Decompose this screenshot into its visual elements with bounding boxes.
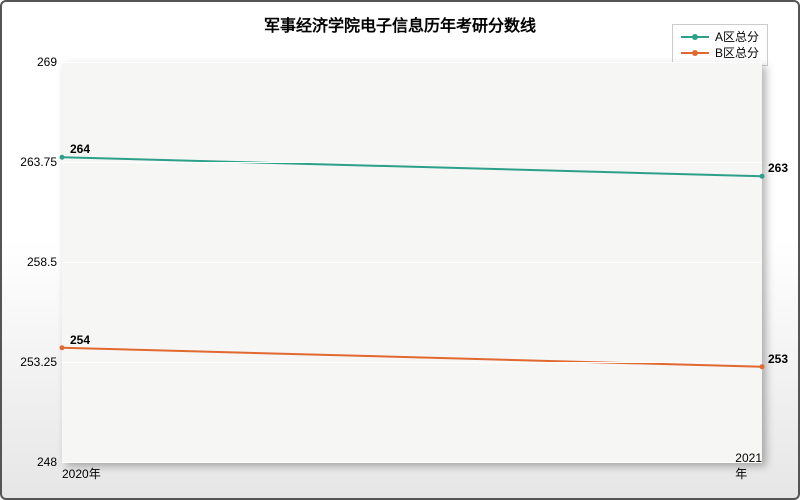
gridline: [62, 162, 762, 163]
gridline: [62, 62, 762, 63]
y-tick-label: 253.25: [7, 355, 57, 369]
legend: A区总分 B区总分: [672, 24, 768, 66]
gridline: [62, 462, 762, 463]
point-label: 263: [768, 161, 788, 175]
chart-container: 军事经济学院电子信息历年考研分数线 A区总分 B区总分 248253.25258…: [0, 0, 800, 500]
y-tick-label: 263.75: [7, 155, 57, 169]
y-tick-label: 269: [7, 55, 57, 69]
legend-label-a: A区总分: [715, 29, 759, 45]
x-tick-label: 2021年: [735, 451, 762, 482]
point-label: 254: [70, 333, 90, 347]
legend-dot-a: [692, 34, 698, 40]
gridline: [62, 262, 762, 263]
legend-label-b: B区总分: [715, 45, 759, 61]
legend-swatch-b: [681, 52, 709, 54]
legend-item-b: B区总分: [681, 45, 759, 61]
legend-item-a: A区总分: [681, 29, 759, 45]
x-tick-label: 2020年: [62, 465, 101, 482]
plot-area: 248253.25258.5263.752692020年2021年2642632…: [62, 62, 762, 462]
legend-swatch-a: [681, 36, 709, 38]
y-tick-label: 258.5: [7, 255, 57, 269]
point-label: 264: [70, 142, 90, 156]
legend-dot-b: [692, 50, 698, 56]
point-label: 253: [768, 352, 788, 366]
gridline: [62, 362, 762, 363]
y-tick-label: 248: [7, 455, 57, 469]
